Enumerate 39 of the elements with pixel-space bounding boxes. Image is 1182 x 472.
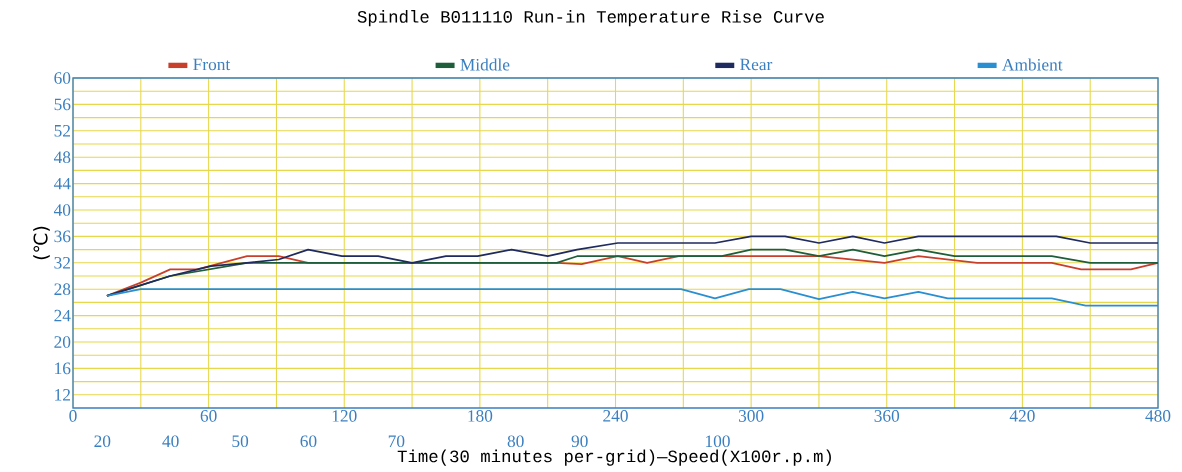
legend-label: Ambient (1002, 58, 1063, 71)
text: 50 (232, 435, 249, 448)
y-tick-label: 32 (54, 256, 71, 269)
text: 60 (300, 435, 317, 448)
y-tick-label: 48 (53, 151, 71, 164)
x-tick-label: 0 (69, 410, 77, 422)
x-tick-label: 60 (200, 410, 217, 422)
y-axis-title: (℃) (33, 226, 50, 260)
text: 90 (571, 435, 588, 448)
x-tick-label: 240 (603, 410, 628, 422)
line-series (106, 235, 1159, 297)
legend-label: Front (193, 58, 231, 71)
x-tick-label: 300 (738, 410, 764, 422)
text: 80 (507, 435, 524, 448)
x-tick-label: 180 (468, 410, 493, 422)
y-tick-label: 52 (54, 124, 71, 137)
line-series (106, 288, 1159, 307)
x-tick-label: 420 (1009, 410, 1035, 422)
y-tick-label: 56 (54, 98, 71, 111)
text: 100 (706, 435, 730, 448)
y-tick-label: 40 (53, 204, 71, 216)
text: 40 (162, 435, 179, 448)
chart-title: Spindle B011110 Run-in Temperature Rise Curve (357, 10, 824, 27)
x-tick-label: 120 (332, 410, 357, 422)
legend-label: Rear (740, 58, 773, 71)
legend-label: Middle (460, 58, 510, 71)
y-tick-label: 20 (54, 336, 71, 348)
y-tick-label: 36 (54, 230, 71, 243)
y-tick-label: 16 (55, 362, 71, 375)
y-tick-label: 28 (54, 283, 71, 296)
y-tick-label: 60 (54, 72, 71, 84)
y-tick-label: 44 (53, 177, 71, 190)
text: 20 (94, 435, 111, 448)
x-tick-label: 360 (874, 410, 900, 422)
y-tick-label: 24 (54, 309, 71, 322)
x-tick-label: 480 (1145, 410, 1171, 422)
x-axis-title: Time(30 minutes per-grid)—Speed(X100r.p.m) (397, 449, 831, 466)
text: 70 (388, 435, 405, 448)
y-tick-label: 12 (55, 389, 71, 401)
